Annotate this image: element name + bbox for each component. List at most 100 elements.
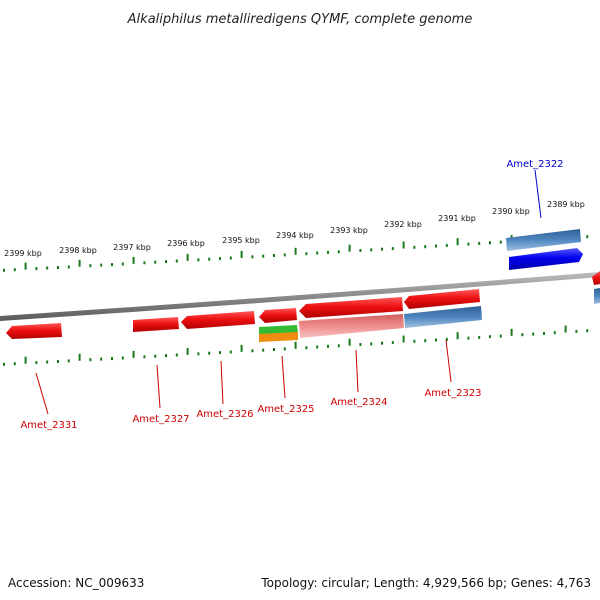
pink-feature-band <box>299 314 404 338</box>
inner-scale-minor-tick <box>35 361 38 365</box>
gene-arrow-amet-2331[interactable] <box>6 323 62 339</box>
gene-arrow-amet-2325[interactable] <box>259 308 297 323</box>
outer-scale-minor-tick <box>175 259 178 263</box>
gene-label-amet-2324[interactable]: Amet_2324 <box>330 397 387 408</box>
outer-scale-minor-tick <box>283 253 286 257</box>
orange-feature-band <box>259 332 298 342</box>
outer-scale-minor-tick <box>273 254 275 257</box>
inner-scale-minor-tick <box>543 331 545 335</box>
rna-feature-forward <box>506 229 581 251</box>
scale-label-2390: 2390 kbp <box>492 207 530 216</box>
outer-scale-minor-tick <box>413 245 416 249</box>
outer-scale-minor-tick <box>67 265 70 269</box>
outer-scale-major-tick <box>186 253 189 261</box>
inner-scale-minor-tick <box>175 353 178 357</box>
outer-scale-minor-tick <box>489 241 491 245</box>
scale-label-2392: 2392 kbp <box>384 220 422 229</box>
outer-scale-minor-tick <box>435 244 437 248</box>
inner-scale-minor-tick <box>391 341 394 345</box>
inner-scale-minor-tick <box>337 344 340 348</box>
outer-scale-minor-tick <box>3 268 5 272</box>
scale-label-2391: 2391 kbp <box>438 214 476 223</box>
gene-arrow-amet-2323[interactable] <box>404 289 480 309</box>
inner-scale-minor-tick <box>57 360 59 363</box>
outer-scale-minor-tick <box>586 235 589 239</box>
inner-scale-minor-tick <box>424 339 427 343</box>
outer-scale-minor-tick <box>445 243 448 247</box>
outer-scale-minor-tick <box>262 254 265 258</box>
outer-scale-major-tick <box>24 262 27 270</box>
inner-scale-minor-tick <box>575 329 578 333</box>
outer-scale-minor-tick <box>229 256 232 260</box>
inner-scale-minor-tick <box>197 352 200 356</box>
inner-scale-minor-tick <box>89 358 92 362</box>
inner-scale-minor-tick <box>13 362 16 366</box>
outer-scale-minor-tick <box>89 264 92 268</box>
scale-label-2396: 2396 kbp <box>167 239 205 248</box>
gene-label-amet-2323[interactable]: Amet_2323 <box>424 388 481 399</box>
inner-scale-minor-tick <box>381 341 383 345</box>
inner-scale-minor-tick <box>3 362 5 366</box>
outer-scale-major-tick <box>240 250 243 258</box>
accession-text: Accession: NC_009633 <box>8 576 144 590</box>
gene-label-amet-2322[interactable]: Amet_2322 <box>506 159 563 170</box>
leader-amet-2327 <box>156 364 161 409</box>
inner-scale-minor-tick <box>316 345 319 349</box>
inner-scale-major-tick <box>564 325 567 333</box>
outer-scale-minor-tick <box>208 257 211 261</box>
inner-scale-minor-tick <box>100 357 103 361</box>
inner-scale-major-tick <box>456 332 459 340</box>
outer-scale-minor-tick <box>111 263 113 267</box>
gene-arrow-amet-2322[interactable] <box>509 248 583 270</box>
inner-scale-minor-tick <box>67 359 70 363</box>
inner-scale-major-tick <box>78 353 81 361</box>
outer-scale-major-tick <box>402 241 405 249</box>
inner-scale-minor-tick <box>370 342 373 346</box>
inner-scale-minor-tick <box>251 349 254 353</box>
map-title: Alkaliphilus metalliredigens QYMF, compl… <box>127 12 473 27</box>
leader-amet-2324 <box>355 349 359 393</box>
outer-scale-minor-tick <box>197 258 200 262</box>
leader-amet-2326 <box>220 360 224 405</box>
outer-scale-major-tick <box>294 247 297 255</box>
rna-feature-reverse <box>404 306 482 328</box>
outer-scale-minor-tick <box>154 260 157 264</box>
outer-scale-minor-tick <box>499 240 502 244</box>
leader-amet-2323 <box>445 339 452 383</box>
outer-scale-minor-tick <box>13 268 16 272</box>
outer-scale-minor-tick <box>57 266 59 269</box>
gene-labels: Amet_2322 Amet_2331 Amet_2327 Amet_2326 … <box>20 159 563 431</box>
outer-scale-minor-tick <box>478 241 481 245</box>
gene-arrow-amet-2326[interactable] <box>181 311 255 329</box>
inner-scale-minor-tick <box>521 333 524 337</box>
outer-scale-minor-tick <box>337 250 340 254</box>
gene-arrow-amet-2324[interactable] <box>299 297 403 318</box>
outer-scale-minor-tick <box>467 242 470 246</box>
gene-label-amet-2327[interactable]: Amet_2327 <box>132 414 189 425</box>
inner-scale-minor-tick <box>219 351 221 355</box>
leader-amet-2322 <box>534 169 542 219</box>
outer-scale-minor-tick <box>251 255 254 259</box>
inner-scale-minor-tick <box>154 354 157 358</box>
inner-scale-minor-tick <box>435 338 437 342</box>
inner-scale-minor-tick <box>586 329 589 333</box>
gene-label-amet-2331[interactable]: Amet_2331 <box>20 420 77 431</box>
outer-scale-minor-tick <box>381 247 383 251</box>
outer-scale-minor-tick <box>46 266 49 270</box>
gene-arrow-amet-2327[interactable] <box>133 317 179 332</box>
gene-label-amet-2325[interactable]: Amet_2325 <box>257 404 314 415</box>
inner-scale-ticks <box>3 325 589 366</box>
reverse-strand <box>6 289 482 342</box>
inner-scale-minor-tick <box>283 347 286 351</box>
outer-scale-minor-tick <box>35 267 38 271</box>
outer-scale-minor-tick <box>316 251 319 255</box>
gene-label-amet-2326[interactable]: Amet_2326 <box>196 409 253 420</box>
inner-scale-minor-tick <box>273 348 275 351</box>
inner-scale-minor-tick <box>143 355 146 359</box>
outer-scale-minor-tick <box>327 250 329 254</box>
outer-scale-minor-tick <box>370 248 373 252</box>
inner-scale-minor-tick <box>208 351 211 355</box>
inner-scale-major-tick <box>402 335 405 343</box>
inner-scale-minor-tick <box>327 344 329 348</box>
gene-arrow-edge[interactable] <box>592 271 600 285</box>
